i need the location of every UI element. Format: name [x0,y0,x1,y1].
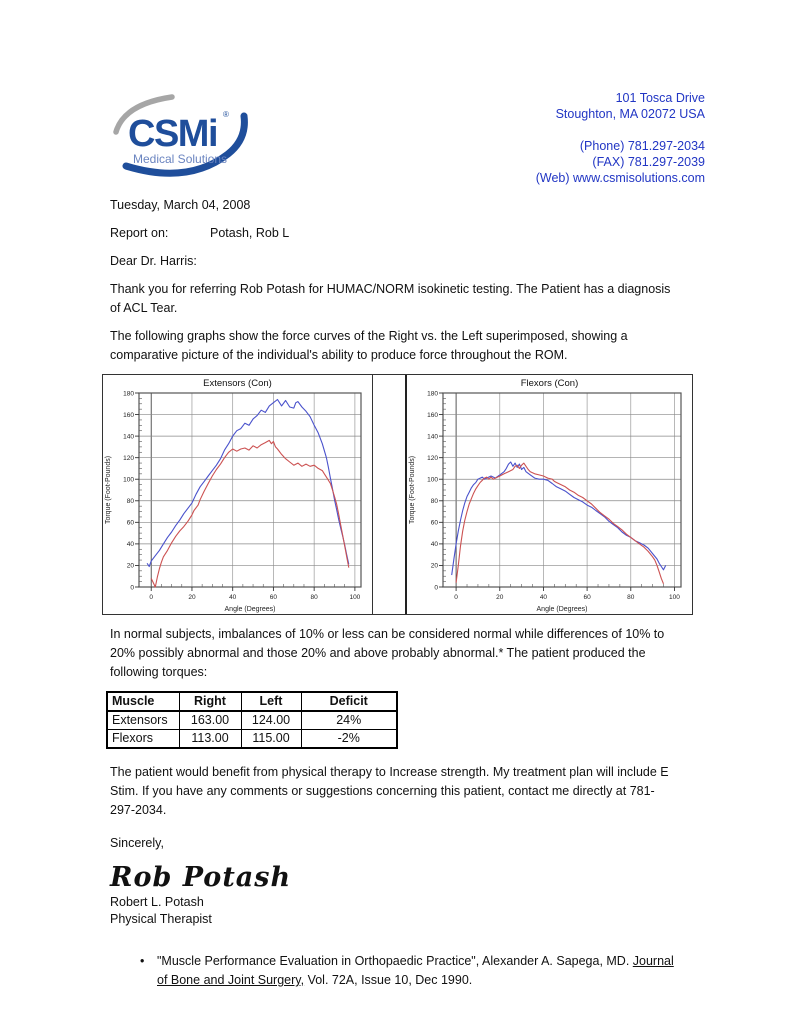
csmi-logo-graphic: CSMi ® Medical Solutions [113,94,248,177]
closing: Sincerely, [110,836,164,850]
col-header-muscle: Muscle [106,691,180,712]
svg-text:40: 40 [229,594,237,601]
cell-muscle: Flexors [106,729,180,749]
svg-text:40: 40 [431,541,439,548]
svg-text:120: 120 [427,455,438,462]
svg-text:20: 20 [496,594,504,601]
cell-muscle: Extensors [106,710,180,730]
letterhead: CSMi ® Medical Solutions 101 Tosca Drive… [0,0,791,185]
bullet-icon: • [140,954,145,968]
paragraph-norms: In normal subjects, imbalances of 10% or… [110,627,665,679]
charts-container: Extensors (Con) 0 20 40 60 80 100 120 140 160 180 0… [102,374,693,615]
address-line-2: Stoughton, MA 02072 USA [555,107,705,121]
cell-deficit: -2% [300,729,398,749]
cell-deficit: 24% [300,710,398,730]
svg-text:Torque (Foot-Pounds): Torque (Foot-Pounds) [409,456,416,524]
svg-text:40: 40 [127,541,135,548]
cell-right: 163.00 [178,710,242,730]
patient-name: Potash, Rob L [210,226,290,240]
cell-left: 115.00 [240,729,302,749]
chart-extensors: Extensors (Con) 0 20 40 60 80 100 120 140 160 180 0… [103,375,373,614]
cell-left: 124.00 [240,710,302,730]
svg-text:Angle (Degrees): Angle (Degrees) [537,606,588,613]
svg-text:80: 80 [627,594,635,601]
footnote-journal-underlined: Journal of Bone and Joint Surgery, [157,954,674,987]
address-line-1: 101 Tosca Drive [615,91,705,105]
svg-text:Flexors (Con): Flexors (Con) [521,378,579,389]
table-row-extensors: Extensors 163.00 124.00 24% [106,710,398,730]
svg-text:Extensors (Con): Extensors (Con) [203,378,272,389]
svg-text:100: 100 [427,477,438,484]
svg-text:0: 0 [434,584,438,591]
svg-text:80: 80 [311,594,319,601]
svg-text:20: 20 [188,594,196,601]
salutation: Dear Dr. Harris: [110,254,197,268]
svg-text:60: 60 [127,520,135,527]
footnote-text: "Muscle Performance Evaluation in Orthop… [157,952,709,990]
col-header-left: Left [240,691,302,712]
svg-text:Angle (Degrees): Angle (Degrees) [225,606,276,613]
svg-text:140: 140 [427,433,438,440]
svg-text:60: 60 [431,520,439,527]
fax-line: (FAX) 781.297-2039 [592,155,705,169]
logo-registered-mark: ® [223,110,229,119]
svg-text:160: 160 [123,412,134,419]
svg-text:0: 0 [149,594,153,601]
charts-divider-gap [373,375,405,614]
svg-text:20: 20 [431,563,439,570]
csmi-logo: CSMi ® Medical Solutions [110,90,275,187]
col-header-deficit: Deficit [300,691,398,712]
letter-date: Tuesday, March 04, 2008 [110,198,251,212]
footnote-after: Vol. 72A, Issue 10, Dec 1990. [304,973,473,987]
svg-text:60: 60 [270,594,278,601]
svg-text:100: 100 [349,594,360,601]
svg-text:180: 180 [427,390,438,397]
svg-text:Torque (Foot-Pounds): Torque (Foot-Pounds) [105,456,112,524]
paragraph-referral: Thank you for referring Rob Potash for H… [110,282,671,315]
paragraph-graphs-intro: The following graphs show the force curv… [110,329,628,362]
signer-title: Physical Therapist [110,912,212,926]
svg-text:160: 160 [427,412,438,419]
signer-name: Robert L. Potash [110,895,204,909]
footnote-before: "Muscle Performance Evaluation in Orthop… [157,954,633,968]
svg-text:40: 40 [540,594,548,601]
logo-blue-swoosh-icon [122,112,248,177]
svg-text:0: 0 [454,594,458,601]
signature-script: Rob Potash [110,862,292,893]
svg-text:60: 60 [583,594,591,601]
svg-text:20: 20 [127,563,135,570]
company-address-block: 101 Tosca Drive Stoughton, MA 02072 USA … [536,90,705,186]
report-on-line: Report on: Potash, Rob L [110,224,791,243]
reference-footnote: • "Muscle Performance Evaluation in Orth… [110,952,791,990]
svg-text:80: 80 [431,498,439,505]
svg-text:140: 140 [123,433,134,440]
torque-table: Muscle Right Left Deficit Extensors 163.… [106,691,398,749]
svg-text:0: 0 [130,584,134,591]
svg-text:180: 180 [123,390,134,397]
svg-text:80: 80 [127,498,135,505]
logo-subtitle: Medical Solutions [133,152,227,166]
logo-wordmark: CSMi [128,113,217,155]
svg-text:100: 100 [123,477,134,484]
chart-flexors: Flexors (Con) 0 20 40 60 80 100 120 140 160 180 0 20… [405,375,692,614]
cell-right: 113.00 [178,729,242,749]
table-row-flexors: Flexors 113.00 115.00 -2% [106,729,398,749]
svg-text:100: 100 [669,594,680,601]
col-header-right: Right [178,691,242,712]
svg-text:120: 120 [123,455,134,462]
phone-line: (Phone) 781.297-2034 [579,139,705,153]
table-header-row: Muscle Right Left Deficit [106,691,398,712]
web-line: (Web) www.csmisolutions.com [535,171,705,185]
paragraph-treatment-plan: The patient would benefit from physical … [110,765,669,817]
logo-gray-swoosh-icon [113,94,175,135]
report-on-label: Report on: [110,226,169,240]
